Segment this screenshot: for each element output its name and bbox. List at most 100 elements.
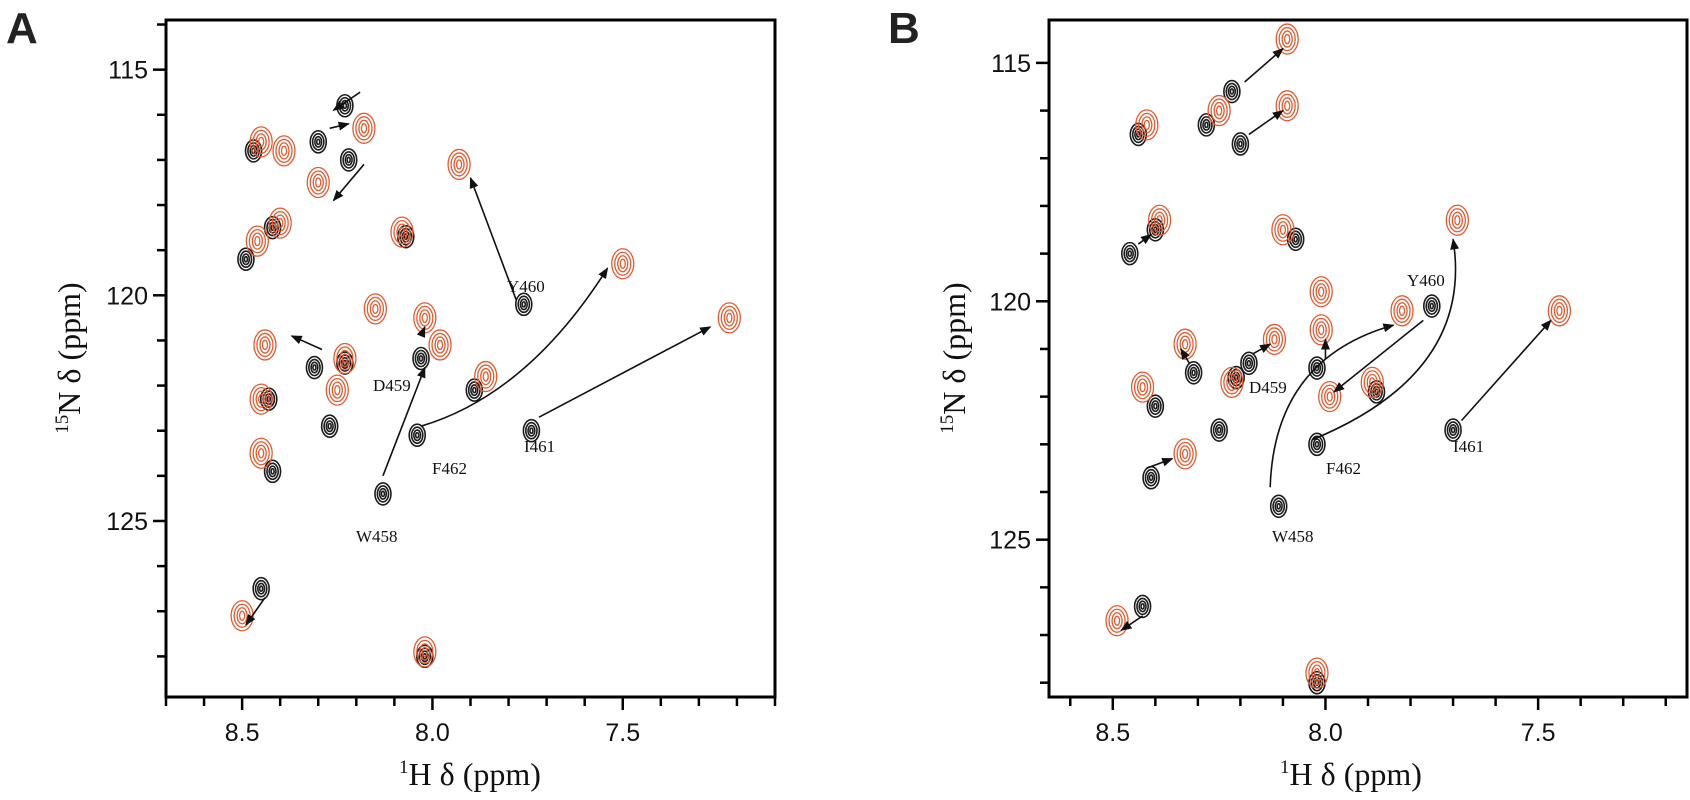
- residue-label-f462: F462: [432, 459, 467, 478]
- shifted-peak: [306, 166, 330, 199]
- shift-arrow: [469, 176, 517, 301]
- panel-a: A Y460 D459 F462 I461 W458 8.5 8.0 7.51151…: [6, 4, 777, 792]
- reference-peak: [1197, 113, 1216, 137]
- reference-peak: [1231, 132, 1250, 156]
- reference-peak: [1286, 227, 1305, 252]
- x-axis-label-text-b: H δ (ppm): [1290, 756, 1422, 792]
- reference-peak: [522, 418, 541, 443]
- shifted-peak: [1275, 90, 1299, 122]
- shifted-peak: [1105, 605, 1129, 637]
- reference-peak: [1184, 361, 1203, 385]
- y-tick-label: 115: [991, 50, 1031, 78]
- shifted-peak: [268, 207, 292, 239]
- peaks-layer-b: [1105, 23, 1572, 695]
- residue-label-i461: I461: [524, 437, 555, 456]
- y-axis-label-sup-b: 15: [937, 415, 958, 434]
- tick-labels-b: 8.5 8.0 7.5 115 120 125: [989, 50, 1555, 747]
- shift-arrow: [1244, 47, 1284, 83]
- x-axis-label-a: 1H δ (ppm): [399, 756, 541, 792]
- shift-arrow: [1137, 233, 1152, 245]
- y-tick-label: 120: [106, 282, 148, 310]
- axis-ticks-b: [1036, 61, 1667, 710]
- shifted-peak: [333, 342, 357, 375]
- shifted-peak: [1207, 94, 1231, 127]
- shift-arrow: [416, 325, 426, 338]
- y-tick-label: 125: [989, 527, 1031, 555]
- shifted-peak: [253, 329, 277, 361]
- reference-peak: [1423, 294, 1441, 318]
- shift-arrow: [1269, 323, 1395, 488]
- reference-peak: [305, 355, 324, 380]
- shifted-peak: [717, 302, 741, 334]
- panel-letter-a: A: [6, 4, 38, 53]
- shifted-peak: [1130, 371, 1155, 403]
- reference-peak: [412, 346, 430, 371]
- reference-peak: [1308, 432, 1326, 457]
- shift-arrow: [1312, 238, 1460, 441]
- reference-peak: [1269, 494, 1288, 519]
- shifted-peak: [1147, 204, 1172, 236]
- shifted-peak: [1318, 380, 1342, 413]
- shifted-peak: [1309, 314, 1333, 346]
- y-axis-label-b: 15N δ (ppm): [936, 282, 972, 433]
- tick-labels-a: 8.5 8.0 7.5 115 120 125: [106, 57, 640, 747]
- y-axis-label-text-a: N δ (ppm): [51, 282, 87, 414]
- shifted-peak: [363, 293, 387, 325]
- x-tick-label: 8.0: [1308, 719, 1343, 747]
- reference-peak: [320, 414, 339, 439]
- panel-b: B Y460 D459 F462 I461 W458 8.5 8.0 7.51151…: [888, 4, 1689, 792]
- reference-peak: [1121, 241, 1139, 266]
- shift-arrow: [245, 597, 266, 626]
- residue-label-y460: Y460: [507, 277, 545, 296]
- reference-peak: [237, 247, 255, 272]
- arrows-layer-a: [245, 91, 712, 626]
- shift-arrow: [332, 163, 365, 202]
- residue-label-w458: W458: [356, 527, 398, 546]
- shifted-peak: [447, 148, 471, 181]
- shift-arrow: [329, 121, 350, 131]
- shifted-peak: [1135, 109, 1159, 141]
- shift-arrow: [1333, 319, 1424, 393]
- shifted-peak: [245, 225, 270, 257]
- residue-label-d459: D459: [1249, 378, 1287, 397]
- reference-peak: [263, 459, 282, 484]
- y-tick-label: 120: [989, 288, 1031, 316]
- shifted-peak: [1173, 438, 1197, 470]
- arrows-layer-b: [1120, 47, 1552, 631]
- shift-arrow: [1120, 615, 1144, 631]
- shifted-peak: [230, 600, 254, 632]
- shifted-peak: [1547, 295, 1572, 327]
- x-tick-label: 7.5: [605, 719, 640, 747]
- shift-arrow: [1460, 319, 1552, 422]
- x-axis-label-sup-a: 1: [399, 757, 409, 778]
- panel-letter-b: B: [888, 4, 920, 53]
- shifted-peak: [1360, 366, 1384, 398]
- reference-peak: [1133, 594, 1152, 619]
- reference-peak: [1146, 394, 1165, 418]
- x-tick-label: 7.5: [1521, 719, 1556, 747]
- residue-label-i461: I461: [1453, 437, 1484, 456]
- reference-peak: [1308, 670, 1326, 695]
- shifted-peak: [249, 126, 273, 158]
- x-tick-label: 8.5: [225, 719, 260, 747]
- x-axis-label-sup-b: 1: [1280, 757, 1290, 778]
- shifted-peak: [413, 636, 437, 668]
- y-tick-label: 125: [106, 508, 148, 536]
- shifted-peak: [611, 248, 635, 280]
- residue-label-d459: D459: [373, 376, 411, 395]
- shifted-peak: [1262, 323, 1287, 356]
- shift-arrow: [382, 366, 426, 477]
- reference-peak: [1210, 418, 1228, 442]
- residue-label-y460: Y460: [1407, 271, 1445, 290]
- peaks-layer-a: [230, 93, 741, 669]
- reference-peak: [1142, 465, 1160, 490]
- shifted-peak: [325, 374, 349, 406]
- shifted-peak: [1220, 366, 1244, 398]
- shifted-peak: [1309, 276, 1333, 308]
- reference-peak: [1308, 356, 1326, 380]
- reference-peak: [252, 576, 270, 601]
- shifted-peak: [390, 216, 414, 248]
- shifted-peak: [474, 360, 498, 393]
- axis-ticks-a: [153, 23, 777, 710]
